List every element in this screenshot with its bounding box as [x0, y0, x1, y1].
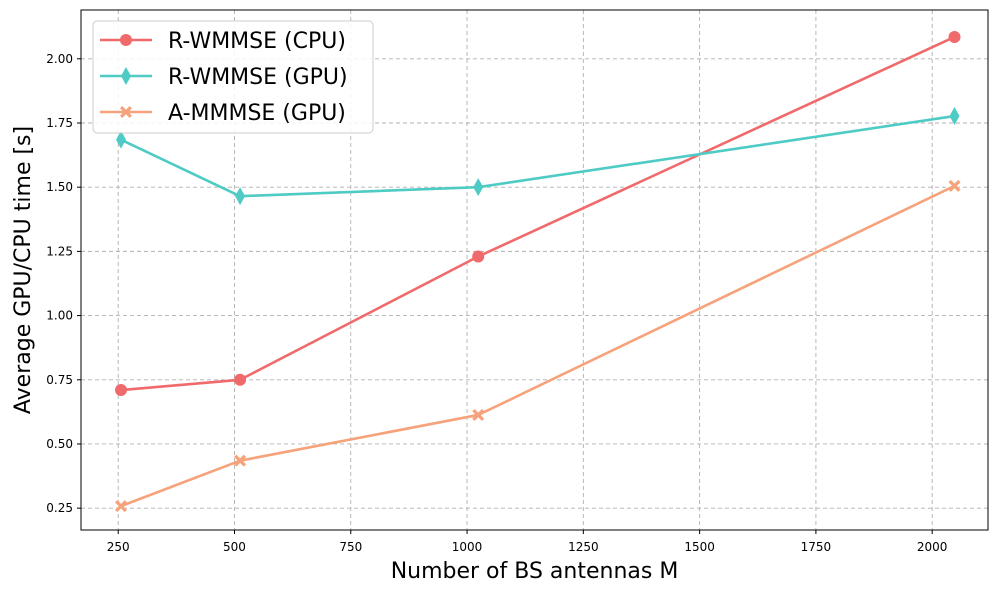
- y-tick-label: 1.75: [46, 116, 73, 130]
- y-tick-label: 0.25: [46, 501, 73, 515]
- legend-marker: [121, 67, 131, 85]
- series-2: [115, 179, 961, 513]
- legend-label: A-MMMSE (GPU): [168, 101, 346, 126]
- data-point: [234, 454, 247, 467]
- ticks: 250 500 750 1000 1250 1500 1750 2000 0.25 0.50 0.7…: [46, 52, 947, 554]
- x-tick-label: 250: [107, 540, 130, 554]
- data-point: [116, 130, 127, 149]
- legend: R-WMMSE (CPU) R-WMMSE (GPU) A-MMMSE (GPU): [92, 20, 374, 134]
- data-point: [115, 384, 128, 397]
- x-tick-label: 1250: [568, 540, 599, 554]
- y-tick-label: 1.00: [46, 309, 73, 323]
- y-tick-label: 0.75: [46, 373, 73, 387]
- legend-label: R-WMMSE (GPU): [168, 65, 348, 90]
- data-point: [949, 107, 960, 126]
- x-tick-label: 1000: [452, 540, 483, 554]
- y-tick-label: 0.50: [46, 437, 73, 451]
- data-point: [948, 179, 961, 192]
- series-line: [120, 114, 955, 198]
- series-line: [120, 35, 956, 392]
- data-point: [472, 250, 485, 263]
- legend-marker: [120, 34, 132, 46]
- x-axis-label: Number of BS antennas M: [391, 559, 679, 584]
- data-point: [948, 30, 961, 43]
- data-point: [234, 373, 247, 386]
- series-1: [116, 107, 960, 206]
- y-tick-label: 1.50: [46, 180, 73, 194]
- series-layer: [115, 30, 961, 513]
- x-tick-label: 500: [223, 540, 246, 554]
- x-tick-label: 1500: [684, 540, 715, 554]
- y-tick-label: 2.00: [46, 52, 73, 66]
- data-point: [473, 178, 484, 197]
- data-point: [472, 408, 485, 421]
- legend-marker: [120, 106, 132, 118]
- y-tick-label: 1.25: [46, 244, 73, 258]
- series-0: [115, 30, 961, 397]
- x-tick-label: 750: [339, 540, 362, 554]
- plot-frame: [80, 9, 989, 531]
- x-tick-label: 1750: [801, 540, 832, 554]
- legend-box: [92, 20, 374, 134]
- y-axis-label: Average GPU/CPU time [s]: [11, 126, 36, 414]
- data-point: [235, 187, 246, 206]
- series-line: [120, 184, 956, 508]
- data-point: [115, 500, 128, 513]
- x-tick-label: 2000: [917, 540, 948, 554]
- legend-label: R-WMMSE (CPU): [168, 29, 346, 54]
